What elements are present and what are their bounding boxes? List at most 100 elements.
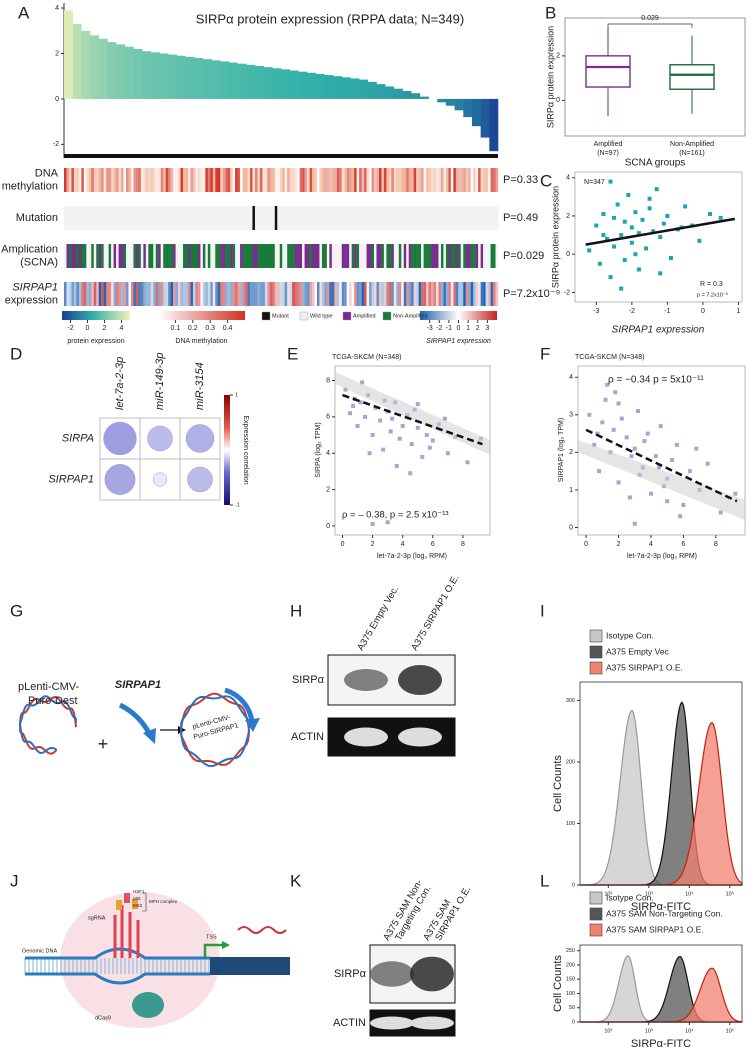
bar (445, 98, 455, 106)
heat-cell (478, 206, 481, 230)
heat-cell (173, 168, 176, 192)
dna-strand (25, 947, 210, 960)
heat-cell (240, 206, 243, 230)
point (378, 418, 383, 423)
heat-cell (254, 206, 258, 230)
x-tick-label: (N=97) (597, 150, 619, 157)
heat-cell (329, 168, 333, 192)
heat-cell (408, 206, 412, 230)
heat-cell (302, 244, 305, 268)
point (409, 442, 414, 447)
heat-cell (143, 206, 147, 230)
panel-letter: D (10, 344, 22, 363)
heat-cell (205, 282, 209, 306)
bar (411, 93, 421, 99)
heat-cell (155, 206, 159, 230)
heat-cell (312, 282, 315, 306)
heat-cell (386, 244, 390, 268)
heat-cell (309, 206, 313, 230)
heat-cell (247, 244, 251, 268)
point (592, 442, 597, 447)
y-tick-label: 0 (55, 96, 59, 103)
heat-cell (257, 168, 261, 192)
y-tick-label: 0 (572, 882, 575, 888)
legend-label: A375 SAM SIRPAP1 O.E. (606, 924, 704, 934)
heat-cell (294, 244, 298, 268)
fit-line (342, 393, 483, 446)
heat-cell (158, 244, 161, 268)
point (626, 192, 631, 197)
heat-cell (416, 168, 419, 192)
diagram-label: dCas9 (95, 1015, 111, 1021)
heat-cell (153, 282, 156, 306)
heat-cell (438, 168, 442, 192)
heat-cell (252, 168, 256, 192)
heat-cell (490, 282, 494, 306)
point (633, 210, 638, 215)
heat-cell (344, 168, 347, 192)
heat-cell (116, 206, 119, 230)
heat-cell (480, 282, 484, 306)
dcas9 (132, 992, 164, 1018)
heat-cell (378, 282, 382, 306)
point (415, 425, 420, 430)
heat-cell (458, 168, 461, 192)
heat-cell (257, 244, 261, 268)
heat-cell (245, 168, 248, 192)
heat-cell (188, 206, 191, 230)
heat-cell (98, 206, 102, 230)
heat-cell (361, 244, 365, 268)
correlation-dot (187, 466, 213, 493)
heat-cell (421, 206, 424, 230)
x-tick-label: 8 (714, 541, 718, 548)
vector-label: pLenti-CMV- (18, 681, 79, 693)
x-tick-label: 2 (617, 541, 621, 548)
point (647, 206, 652, 211)
heat-cell (356, 168, 360, 192)
box (585, 55, 631, 88)
heat-cell (406, 282, 409, 306)
point (636, 231, 641, 236)
heat-cell (83, 244, 87, 268)
heat-cell (490, 206, 494, 230)
row-label: ACTIN (333, 1017, 366, 1029)
bar (419, 96, 429, 99)
heat-cell (145, 168, 149, 192)
heat-cell (473, 206, 476, 230)
y-axis-label: Cell Counts (552, 755, 564, 812)
heat-cell (250, 168, 253, 192)
heat-cell (401, 244, 404, 268)
heat-cell (386, 168, 390, 192)
heat-cell (227, 206, 231, 230)
heat-cell (436, 244, 439, 268)
heat-cell (426, 282, 429, 306)
x-tick-label: -3 (593, 308, 599, 315)
heat-cell (297, 282, 300, 306)
point (657, 465, 662, 470)
heat-cell (155, 168, 159, 192)
point (601, 212, 606, 217)
heat-cell (334, 168, 337, 192)
heat-cell (396, 244, 399, 268)
heat-cell (468, 168, 471, 192)
heat-cell (314, 244, 318, 268)
heat-cell (257, 282, 261, 306)
heat-cell (341, 206, 345, 230)
box (669, 64, 715, 90)
heat-cell (185, 206, 189, 230)
heat-cell (421, 168, 424, 192)
x-tick-label: 8 (461, 541, 465, 548)
heat-cell (242, 206, 246, 230)
heat-cell (202, 282, 206, 306)
heat-cell (212, 282, 216, 306)
heat-cell (445, 244, 449, 268)
heat-cell (371, 282, 375, 306)
heat-cell (116, 282, 119, 306)
heat-cell (326, 168, 330, 192)
heat-cell (406, 244, 409, 268)
heat-cell (240, 282, 243, 306)
heat-cell (359, 168, 362, 192)
heat-cell (316, 206, 320, 230)
heat-cell (381, 244, 385, 268)
